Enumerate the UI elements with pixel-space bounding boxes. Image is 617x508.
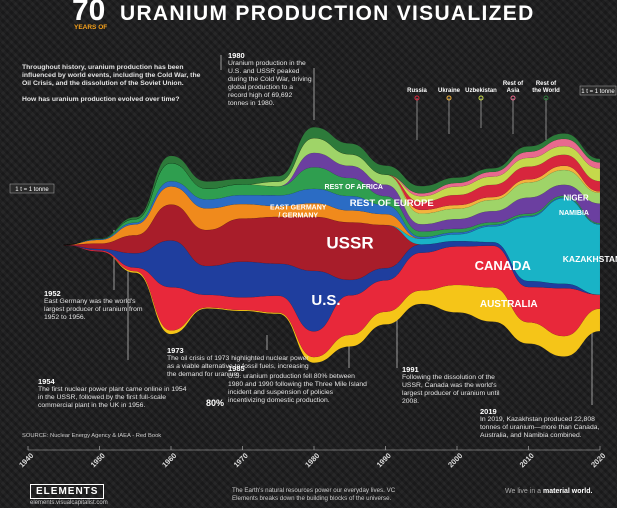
stream-layer (63, 245, 601, 363)
title: URANIUM PRODUCTION VISUALIZED (120, 2, 535, 25)
annotation-year: 1954 (38, 377, 55, 386)
stream-layer (63, 137, 601, 245)
years-number: 70 (72, 0, 106, 27)
pin-dot (478, 95, 484, 101)
x-tick-label: 2010 (518, 451, 536, 469)
url: elements.visualcapitalist.com (30, 500, 108, 506)
stream-layer (63, 137, 601, 245)
annotation: 1985 U.S. uranium production fell 80% bet… (228, 364, 368, 405)
stream-layer (63, 127, 601, 245)
layer-label: KAZAKHSTAN (563, 254, 617, 264)
layer-label: REST OF AFRICA (325, 184, 383, 191)
annotation-year: 2019 (480, 407, 497, 416)
intro-question: How has uranium production evolved over … (22, 96, 180, 103)
annotation-text: Following the dissolution of the USSR, C… (402, 374, 500, 405)
annotation-year: 1980 (228, 51, 245, 60)
x-tick-label: 1970 (232, 451, 250, 469)
pin-label: Russia (407, 88, 427, 94)
x-tick-label: 1980 (303, 451, 321, 469)
annotation-text: In 2019, Kazakhstan produced 22,808 tonn… (480, 416, 600, 439)
stream-layers (63, 127, 601, 363)
layer-label: EAST GERMANY / GERMANY (270, 204, 327, 219)
intro-text: Throughout history, uranium production h… (22, 64, 201, 87)
layer-label-line: EAST GERMANY (270, 204, 327, 211)
intro: Throughout history, uranium production h… (22, 64, 207, 104)
annotation: 1980 Uranium production in the U.S. and U… (228, 51, 314, 108)
annotation-text: The oil crisis of 1973 highlighted nucle… (167, 355, 309, 378)
stream-layer (63, 137, 601, 245)
tagline-bold: material world. (543, 488, 593, 495)
annotation-text: The first nuclear power plant came onlin… (38, 386, 187, 409)
stream-layer (63, 137, 601, 245)
layer-label: U.S. (311, 292, 340, 309)
pin-label: Ukraine (438, 88, 461, 94)
x-tick-label: 1950 (89, 451, 107, 469)
annotation-text: Uranium production in the U.S. and USSR … (228, 60, 312, 107)
annotation: 1991 Following the dissolution of the USS… (402, 365, 502, 406)
x-tick-label: 2020 (589, 451, 607, 469)
pin-label: Uzbekistan (465, 88, 497, 94)
scale-note: 1 t = 1 tonne (581, 89, 615, 95)
years-text: YEARS OF (74, 24, 108, 31)
layer-label: AUSTRALIA (480, 299, 538, 310)
scale-box (579, 85, 617, 96)
pin-label-line: the World (532, 88, 560, 94)
pin-label-line: Asia (507, 88, 520, 94)
layer-label: REST OF EUROPE (350, 198, 434, 209)
x-tick-label: 1960 (160, 451, 178, 469)
annotation: 1954 The first nuclear power plant came o… (38, 377, 188, 410)
pin-label-line: Rest of (503, 81, 524, 87)
layer-label: CANADA (475, 258, 532, 273)
annotation-text: East Germany was the world's largest pro… (44, 298, 143, 321)
annotation: 1952 East Germany was the world's largest… (44, 289, 154, 322)
pin-dot (510, 95, 516, 101)
tagline: We live in a material world. (505, 488, 592, 495)
annotation: 2019 In 2019, Kazakhstan produced 22,808 … (480, 407, 617, 440)
x-tick-label: 1990 (375, 451, 393, 469)
annotation-year: 1952 (44, 289, 61, 298)
layer-label-line: / GERMANY (278, 213, 318, 220)
stream-layer (63, 137, 601, 245)
stream-layer (63, 197, 601, 295)
layer-label: USSR (326, 233, 373, 252)
scale-box (9, 183, 55, 194)
pin-dot (446, 95, 452, 101)
layer-label: NIGER (563, 193, 589, 202)
layer-label: NAMIBIA (559, 210, 589, 217)
pin-label-line: Rest of (536, 81, 557, 87)
layer-labels: AUSTRALIA CANADA U.S. USSR KAZAKHSTAN EAST GE… (270, 81, 617, 310)
pin-dot (543, 95, 549, 101)
annotation-year: 1973 (167, 346, 184, 355)
annotation-stat: 80% (206, 398, 225, 408)
source: SOURCE: Nuclear Energy Agency & IAEA - R… (22, 433, 162, 439)
x-tick-label: 1940 (17, 451, 35, 469)
annotation-year: 1991 (402, 365, 419, 374)
annotation: 1973 The oil crisis of 1973 highlighted n… (167, 346, 317, 379)
x-tick-label: 2000 (446, 451, 464, 469)
scale-note: 1 t = 1 tonne (15, 187, 49, 193)
blurb: The Earth's natural resources power our … (232, 487, 396, 502)
pin-label: Rest of the World (532, 81, 560, 94)
tagline-pre: We live in a (505, 488, 542, 495)
pin-label: Rest of Asia (503, 81, 524, 94)
x-axis: 1940 1950 1960 1970 1980 1990 2000 2010 2020 (17, 446, 607, 469)
annotation-text: U.S. uranium production fell 80% between… (228, 373, 367, 404)
pin-dot (414, 95, 420, 101)
brand: ELEMENTS (30, 484, 105, 499)
annotation-year: 1985 (228, 364, 245, 373)
